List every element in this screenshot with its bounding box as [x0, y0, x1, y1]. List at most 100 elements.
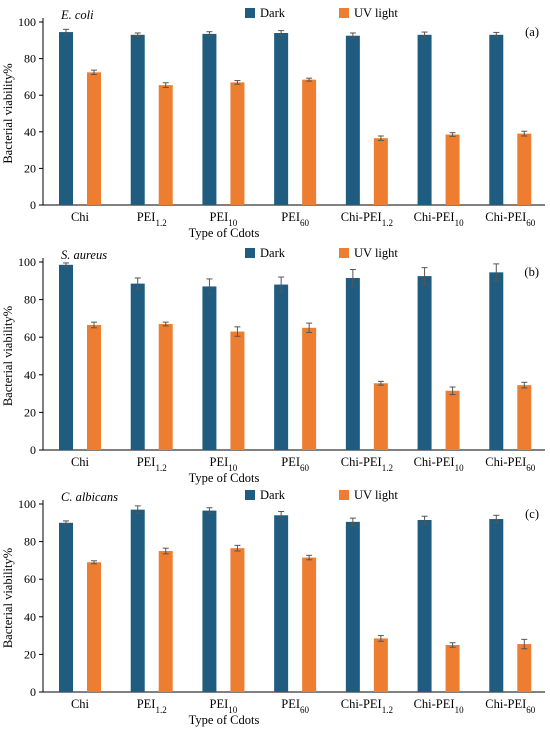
panel-2-bar-dark-3 [274, 284, 289, 450]
panel-3-y-axis-label: Bacterial viability% [1, 548, 15, 648]
panel-1-bar-uv-1 [158, 85, 173, 205]
panel-2-bar-dark-4 [345, 277, 360, 450]
panel-3-y-tick-label-1: 20 [24, 647, 36, 661]
panel-2-legend-label-uv: UV light [354, 246, 398, 260]
panel-3-y-tick-label-3: 60 [24, 572, 36, 586]
panel-1-bar-uv-4 [373, 138, 388, 205]
panel-3-bar-dark-0 [59, 522, 73, 692]
panel-3-category-label-2: PEI10 [210, 697, 238, 715]
panel-2-category-label-3: PEI60 [281, 455, 309, 473]
panel-3-bar-dark-6 [489, 519, 504, 692]
panel-2-bar-uv-5 [445, 390, 460, 450]
panel-1-bar-uv-5 [445, 134, 460, 205]
panel-2-y-tick-label-4: 80 [24, 293, 36, 307]
panel-2-category-label-6: Chi-PEI60 [485, 455, 535, 473]
panel-3-panel-label: (c) [525, 507, 539, 521]
panel-3-bar-uv-0 [87, 562, 101, 692]
panel-2-x-axis-label: Type of Cdots [189, 471, 260, 485]
panel-1-legend-label-dark: Dark [260, 6, 286, 20]
panel-2-bar-uv-3 [302, 327, 317, 450]
panel-1-bar-dark-6 [489, 34, 504, 206]
panel-1-bar-uv-3 [302, 79, 317, 205]
panel-2-category-label-0: Chi [71, 455, 90, 469]
panel-3-organism-label: C. albicans [61, 490, 118, 504]
panel-3-y-tick-label-5: 100 [18, 497, 36, 511]
panel-3-category-label-0: Chi [71, 697, 90, 711]
panel-3-bar-dark-4 [345, 521, 360, 692]
panel-2-y-tick-label-2: 40 [24, 368, 36, 382]
panel-1-legend-label-uv: UV light [354, 6, 398, 20]
panel-2-organism-label: S. aureus [61, 248, 107, 262]
panel-3-bar-dark-5 [417, 519, 432, 692]
panel-3-legend-label-uv: UV light [354, 488, 398, 502]
panel-2-legend-swatch-uv [339, 248, 349, 258]
panel-1-bar-dark-2 [202, 33, 217, 205]
panel-1-legend-swatch-dark [245, 8, 255, 18]
panel-2-y-axis-label: Bacterial viability% [1, 306, 15, 406]
panel-2-category-label-2: PEI10 [210, 455, 238, 473]
panel-3-bar-uv-1 [158, 551, 173, 692]
panel-3-y-tick-label-4: 80 [24, 535, 36, 549]
panel-3-category-label-6: Chi-PEI60 [485, 697, 535, 715]
panel-1-category-label-5: Chi-PEI10 [414, 210, 464, 228]
panel-3-category-label-1: PEI1.2 [137, 697, 167, 715]
panel-2-panel-label: (b) [524, 265, 539, 279]
panel-2-category-label-5: Chi-PEI10 [414, 455, 464, 473]
panel-2-bar-uv-4 [373, 383, 388, 450]
panel-1-y-axis-label: Bacterial viability% [1, 63, 15, 163]
panel-2-bar-uv-0 [87, 324, 101, 450]
panel-2-y-tick-label-1: 20 [24, 405, 36, 419]
panel-3-legend-swatch-uv [339, 490, 349, 500]
panel-1-legend-swatch-uv [339, 8, 349, 18]
panel-2-bar-dark-5 [417, 276, 432, 450]
panel-2-bar-uv-6 [517, 385, 532, 450]
panel-2-bar-uv-1 [158, 324, 173, 450]
panel-3-legend-label-dark: Dark [260, 488, 286, 502]
panel-3-bar-dark-1 [130, 509, 145, 692]
panel-3-category-label-4: Chi-PEI1.2 [341, 697, 393, 715]
panel-1-bar-dark-0 [59, 32, 73, 205]
panel-3-y-tick-label-2: 40 [24, 610, 36, 624]
panel-1-bar-uv-0 [87, 72, 101, 205]
panel-2-bar-dark-0 [59, 264, 73, 450]
panel-3-bar-uv-6 [517, 644, 532, 692]
panel-3-bar-uv-3 [302, 557, 317, 692]
panel-2-bar-dark-1 [130, 283, 145, 450]
panel-1-category-label-3: PEI60 [281, 210, 309, 228]
panel-1-y-tick-label-2: 40 [24, 125, 36, 139]
panel-2-bar-dark-2 [202, 286, 217, 450]
panel-1-category-label-2: PEI10 [210, 210, 238, 228]
panel-3-y-tick-label-0: 0 [30, 685, 36, 699]
panel-1-bar-uv-2 [230, 82, 245, 205]
panel-3-bar-uv-2 [230, 548, 245, 692]
panel-1-category-label-1: PEI1.2 [137, 210, 167, 228]
panel-3-bar-dark-2 [202, 510, 217, 692]
panel-2-legend-label-dark: Dark [260, 246, 286, 260]
panel-1-bar-dark-3 [274, 32, 289, 206]
panel-1-bar-dark-5 [417, 34, 432, 206]
panel-2-y-tick-label-5: 100 [18, 255, 36, 269]
panel-1-organism-label: E. coli [60, 8, 94, 22]
panel-3-bar-uv-5 [445, 645, 460, 692]
panel-1-y-tick-label-1: 20 [24, 161, 36, 175]
panel-1-panel-label: (a) [525, 25, 539, 39]
panel-3-x-axis-label: Type of Cdots [189, 713, 260, 727]
panel-3-bar-dark-3 [274, 515, 289, 692]
panel-3-category-label-5: Chi-PEI10 [414, 697, 464, 715]
panel-1-category-label-4: Chi-PEI1.2 [341, 210, 393, 228]
panel-3-bar-uv-4 [373, 638, 388, 692]
panel-1-y-tick-label-3: 60 [24, 88, 36, 102]
panel-1-x-axis-label: Type of Cdots [189, 226, 260, 240]
panel-1-y-tick-label-0: 0 [30, 198, 36, 212]
panel-2-bar-dark-6 [489, 272, 504, 450]
panel-2-y-tick-label-0: 0 [30, 443, 36, 457]
panel-2-bar-uv-2 [230, 331, 245, 450]
panel-2-legend-swatch-dark [245, 248, 255, 258]
panel-1-y-tick-label-4: 80 [24, 52, 36, 66]
panel-1-bar-dark-1 [130, 34, 145, 206]
panel-1-category-label-6: Chi-PEI60 [485, 210, 535, 228]
panel-1-bar-uv-6 [517, 133, 532, 205]
panel-1-y-tick-label-5: 100 [18, 15, 36, 29]
panel-1-bar-dark-4 [345, 35, 360, 205]
